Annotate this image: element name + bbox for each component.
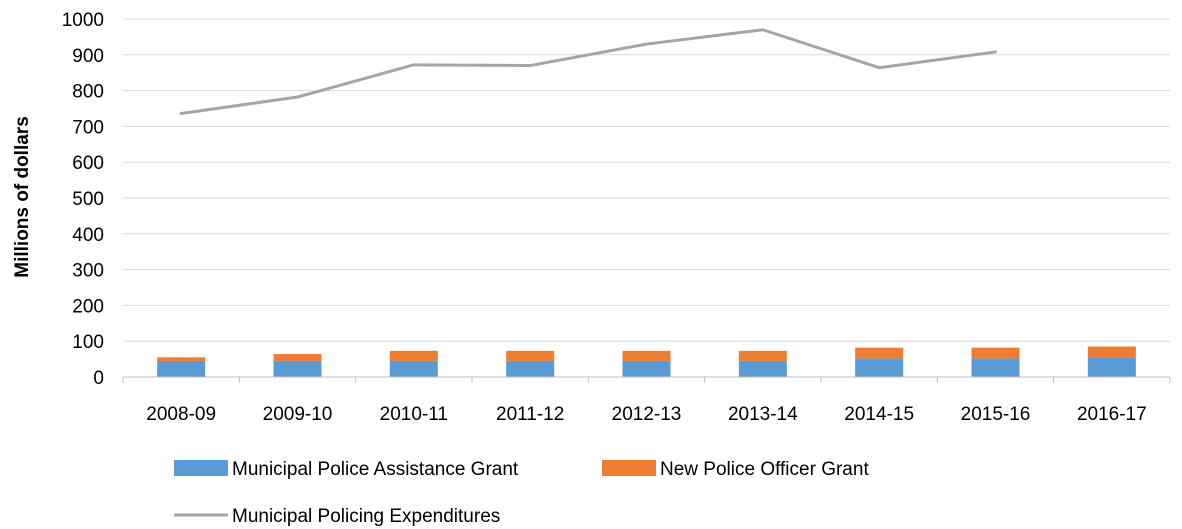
municipal-police-assistance-grant-bar xyxy=(273,360,322,377)
bars xyxy=(157,346,1136,377)
legend-swatch-officer-grant xyxy=(602,460,656,476)
municipal-police-assistance-grant-bar xyxy=(738,360,787,377)
x-tick-label: 2012-13 xyxy=(612,404,682,425)
municipal-police-assistance-grant-bar xyxy=(622,360,671,377)
x-tick-label: 2013-14 xyxy=(728,404,798,425)
municipal-police-assistance-grant-bar xyxy=(971,358,1020,377)
municipal-police-assistance-grant-bar xyxy=(1087,357,1136,377)
new-police-officer-grant-bar xyxy=(855,347,904,359)
municipal-police-assistance-grant-bar xyxy=(389,360,438,377)
legend-label-assistance-grant: Municipal Police Assistance Grant xyxy=(232,459,519,480)
legend-label-officer-grant: New Police Officer Grant xyxy=(660,459,869,480)
y-axis-title: Millions of dollars xyxy=(12,116,33,278)
legend-label-expenditures: Municipal Policing Expenditures xyxy=(232,506,500,527)
new-police-officer-grant-bar xyxy=(1087,346,1136,358)
municipal-police-assistance-grant-bar xyxy=(855,358,904,377)
x-tick-label: 2008-09 xyxy=(146,404,216,425)
y-tick-label: 100 xyxy=(72,332,104,353)
y-axis-ticks: 0 100 200 300 400 500 600 700 800 900 1000 xyxy=(62,10,104,389)
legend: Municipal Police Assistance Grant New Pol… xyxy=(174,459,869,527)
y-tick-label: 500 xyxy=(72,189,104,210)
x-tick-label: 2015-16 xyxy=(961,404,1031,425)
x-tick-label: 2014-15 xyxy=(844,404,914,425)
x-tick-label: 2011-12 xyxy=(496,404,564,425)
expenditures-line xyxy=(179,28,997,116)
y-tick-label: 1000 xyxy=(62,10,104,31)
y-tick-label: 900 xyxy=(72,46,104,67)
y-tick-label: 200 xyxy=(72,296,104,317)
new-police-officer-grant-bar xyxy=(506,350,555,361)
y-tick-label: 800 xyxy=(72,82,104,103)
new-police-officer-grant-bar xyxy=(389,350,438,361)
x-axis-ticks: 2008-09 2009-10 2010-11 2011-12 2012-13 2013-… xyxy=(146,404,1146,425)
new-police-officer-grant-bar xyxy=(622,350,671,361)
gridlines xyxy=(123,18,1170,342)
x-tick-label: 2016-17 xyxy=(1077,404,1147,425)
expenditure-line-group xyxy=(179,28,997,116)
new-police-officer-grant-bar xyxy=(738,350,787,361)
municipal-police-assistance-grant-bar xyxy=(506,360,555,377)
y-tick-label: 600 xyxy=(72,153,104,174)
y-tick-label: 0 xyxy=(93,368,104,389)
municipal-police-assistance-grant-bar xyxy=(157,360,206,377)
y-tick-label: 700 xyxy=(72,117,104,138)
new-police-officer-grant-bar xyxy=(157,357,206,361)
legend-swatch-assistance-grant xyxy=(174,460,228,476)
new-police-officer-grant-bar xyxy=(971,347,1020,359)
new-police-officer-grant-bar xyxy=(273,354,322,361)
x-tick-label: 2010-11 xyxy=(380,404,448,425)
y-tick-label: 300 xyxy=(72,261,104,282)
x-tick-label: 2009-10 xyxy=(263,404,333,425)
x-axis xyxy=(122,376,1171,383)
y-tick-label: 400 xyxy=(72,225,104,246)
